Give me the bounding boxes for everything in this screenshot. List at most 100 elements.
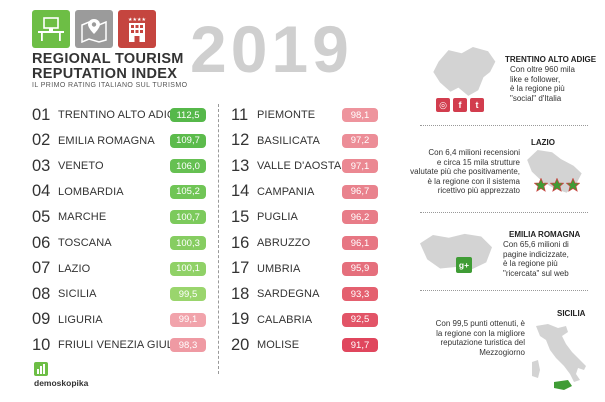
- score-badge: 96,2: [342, 210, 378, 225]
- emilia-info-text: Con 65,6 milioni di pagine indicizzate, …: [503, 240, 569, 278]
- map-pin-icon: [75, 10, 113, 48]
- ranking-row: 06 TOSCANA: [32, 234, 112, 252]
- region-name: CAMPANIA: [257, 185, 315, 198]
- rank-number: 16: [231, 233, 250, 252]
- region-name: FRIULI VENEZIA GIULIA: [58, 339, 184, 352]
- ranking-row: 08 SICILIA: [32, 285, 97, 303]
- rank-number: 12: [231, 131, 250, 150]
- rank-number: 14: [231, 182, 250, 201]
- region-name: BASILICATA: [257, 134, 320, 147]
- separator-line: [420, 125, 588, 126]
- ranking-row: 04 LOMBARDIA: [32, 182, 124, 201]
- region-name: UMBRIA: [257, 262, 301, 275]
- sicilia-info-text: Con 99,5 punti ottenuti, è la regione co…: [435, 319, 525, 357]
- instagram-icon: ◎: [436, 98, 450, 112]
- rank-number: 18: [231, 284, 250, 303]
- rank-number: 03: [32, 156, 51, 175]
- rank-number: 11: [231, 105, 249, 124]
- region-name: LOMBARDIA: [58, 185, 124, 198]
- score-badge: 96,7: [342, 184, 378, 199]
- index-title-line2: REPUTATION INDEX: [32, 66, 178, 82]
- column-divider: [218, 104, 219, 374]
- rank-number: 04: [32, 182, 51, 201]
- ranking-row: 16 ABRUZZO: [231, 234, 310, 252]
- region-name: TOSCANA: [58, 237, 112, 249]
- score-badge: 97,1: [342, 159, 378, 174]
- ranking-row: 11 PIEMONTE: [231, 106, 315, 124]
- rank-number: 13: [231, 156, 250, 175]
- rank-number: 08: [32, 284, 51, 303]
- ranking-row: 02 EMILIA ROMAGNA: [32, 131, 155, 150]
- star-icon: [549, 177, 565, 192]
- desk-computer-icon: [32, 10, 70, 48]
- score-badge: 112,5: [170, 108, 206, 122]
- score-badge: 100,3: [170, 236, 206, 250]
- svg-text:★★★★: ★★★★: [128, 17, 146, 23]
- index-title-line1: REGIONAL TOURISM: [32, 51, 184, 67]
- rank-number: 15: [231, 207, 250, 226]
- region-name: VALLE D'AOSTA: [257, 160, 342, 173]
- rank-number: 10: [32, 335, 51, 354]
- score-badge: 100,1: [170, 261, 206, 276]
- ranking-row: 05 MARCHE: [32, 208, 106, 226]
- emilia-info-title: EMILIA ROMAGNA: [509, 230, 581, 239]
- region-name: SARDEGNA: [257, 288, 320, 301]
- ranking-row: 20 MOLISE: [231, 336, 299, 354]
- region-name: MARCHE: [58, 211, 107, 224]
- score-badge: 97,2: [342, 133, 378, 148]
- ranking-row: 19 CALABRIA: [231, 310, 313, 329]
- rank-number: 20: [231, 335, 250, 354]
- score-badge: 98,3: [170, 338, 206, 353]
- region-name: PIEMONTE: [257, 109, 316, 121]
- score-badge: 95,9: [342, 261, 378, 276]
- score-badge: 99,5: [170, 287, 206, 302]
- sicilia-info-title: SICILIA: [557, 309, 586, 318]
- score-badge: 96,1: [342, 236, 378, 250]
- rank-number: 07: [32, 259, 51, 278]
- google-plus-icon: g+: [456, 257, 472, 273]
- rank-number: 02: [32, 131, 51, 150]
- rank-number: 09: [32, 310, 51, 329]
- year-label: 2019: [190, 12, 353, 86]
- ranking-row: 07 LAZIO: [32, 259, 91, 278]
- region-name: TRENTINO ALTO ADIGE: [58, 109, 183, 121]
- lazio-info-text: Con 6,4 milioni recensioni e circa 15 mi…: [410, 148, 520, 195]
- region-name: ABRUZZO: [257, 237, 311, 249]
- score-badge: 99,1: [170, 312, 206, 327]
- trentino-map: [433, 47, 496, 96]
- score-badge: 93,3: [342, 287, 378, 302]
- demoskopika-logo-icon: [34, 362, 48, 376]
- star-icon: [533, 177, 549, 192]
- ranking-row: 09 LIGURIA: [32, 310, 103, 329]
- rank-number: 05: [32, 207, 51, 226]
- score-badge: 92,5: [342, 312, 378, 327]
- brand-logo: demoskopika: [34, 378, 89, 388]
- rank-number: 17: [231, 259, 250, 278]
- region-name: VENETO: [58, 160, 104, 173]
- region-name: CALABRIA: [257, 313, 313, 326]
- star-icon: [565, 177, 581, 192]
- italy-map: [528, 322, 594, 396]
- score-badge: 98,1: [342, 108, 378, 122]
- index-subtitle: IL PRIMO RATING ITALIANO SUL TURISMO: [32, 82, 188, 89]
- ranking-row: 03 VENETO: [32, 157, 104, 175]
- trentino-info-title: TRENTINO ALTO ADIGE: [505, 55, 597, 64]
- region-name: LIGURIA: [58, 313, 103, 326]
- score-badge: 105,2: [170, 184, 206, 199]
- twitter-icon: t: [470, 98, 484, 112]
- ranking-row: 14 CAMPANIA: [231, 182, 315, 201]
- ranking-row: 17 UMBRIA: [231, 259, 301, 278]
- ranking-row: 10 FRIULI VENEZIA GIULIA: [32, 336, 184, 354]
- score-badge: 91,7: [342, 338, 378, 353]
- ranking-row: 13 VALLE D'AOSTA: [231, 157, 341, 175]
- rank-number: 01: [32, 105, 51, 124]
- ranking-row: 01 TRENTINO ALTO ADIGE: [32, 106, 183, 124]
- region-name: EMILIA ROMAGNA: [58, 134, 155, 147]
- trentino-info-text: Con oltre 960 mila like e follower, è la…: [510, 65, 575, 103]
- region-name: SICILIA: [58, 288, 97, 301]
- region-name: PUGLIA: [257, 211, 298, 224]
- region-name: MOLISE: [257, 339, 300, 352]
- ranking-row: 15 PUGLIA: [231, 208, 298, 226]
- separator-line: [420, 290, 588, 291]
- region-name: LAZIO: [58, 262, 91, 275]
